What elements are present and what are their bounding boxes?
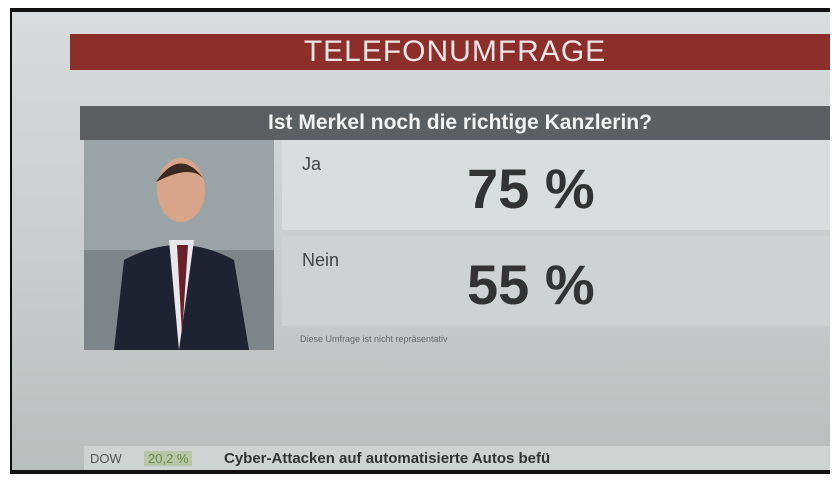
option-label: Ja xyxy=(302,154,322,174)
option-row: Nein 55 % xyxy=(282,236,830,326)
option-result: 75 % xyxy=(467,157,595,220)
title-bar: TELEFONUMFRAGE xyxy=(70,34,830,70)
tv-screen: TELEFONUMFRAGE Ist Merkel noch die richt… xyxy=(12,12,830,470)
question-bar: Ist Merkel noch die richtige Kanzlerin? xyxy=(80,106,830,140)
option-row: Ja 75 % xyxy=(282,140,830,230)
hair xyxy=(156,163,206,182)
ticker-bar: DOW 20,2 % Cyber-Attacken auf automatisi… xyxy=(84,446,830,470)
tie xyxy=(177,245,188,335)
anchor-photo xyxy=(84,140,274,350)
option-result: 55 % xyxy=(467,253,595,316)
ticker-index: DOW xyxy=(90,451,122,466)
ticker-change: 20,2 % xyxy=(144,451,193,466)
disclaimer: Diese Umfrage ist nicht repräsentativ xyxy=(300,334,448,344)
ticker-headline: Cyber-Attacken auf automatisierte Autos … xyxy=(224,450,551,467)
option-label: Nein xyxy=(302,250,340,270)
